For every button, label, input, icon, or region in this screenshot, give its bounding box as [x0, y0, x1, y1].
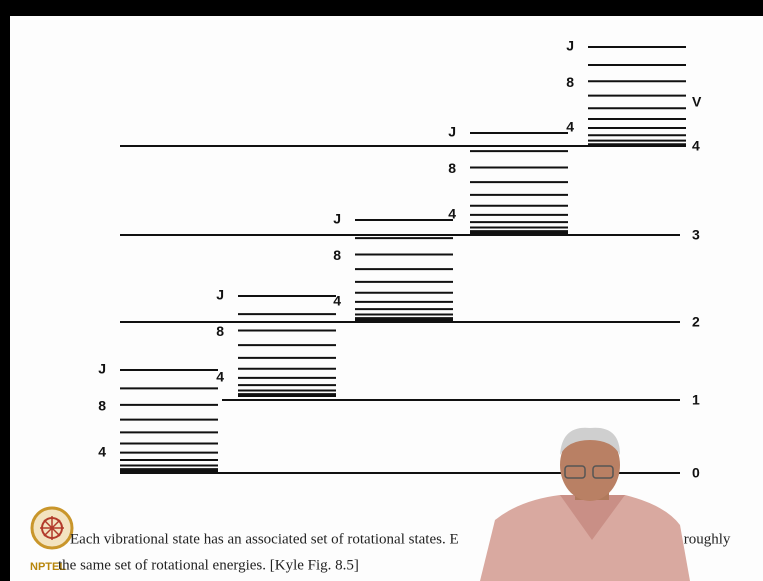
level-label: 4 [692, 138, 700, 154]
ladder-label: 4 [216, 369, 224, 385]
ladder-label: 8 [98, 398, 106, 414]
ladder-label: 8 [566, 74, 574, 90]
slide: 01234VJ84J84J84J84J84 NPTEL Each vibrati… [0, 0, 763, 581]
ladder-label: J [216, 287, 224, 303]
level-label: 3 [692, 227, 700, 243]
ladder-label: 8 [448, 160, 456, 176]
level-label: 0 [692, 465, 700, 481]
ladder-label: 4 [448, 206, 456, 222]
slide-background [10, 16, 763, 581]
caption-line: the same set of rotational energies. [Ky… [58, 557, 359, 573]
level-label: 2 [692, 314, 700, 330]
ladder-label: 4 [333, 293, 341, 309]
ladder-label: 4 [98, 443, 106, 459]
ladder-label: J [98, 361, 106, 377]
ladder-label: 8 [216, 323, 224, 339]
ladder-label: J [333, 211, 341, 227]
ladder-label: 4 [566, 119, 574, 135]
ladder-label: J [448, 124, 456, 140]
ladder-label: J [566, 38, 574, 54]
screen: 01234VJ84J84J84J84J84 NPTEL Each vibrati… [0, 0, 763, 581]
level-axis-label: V [692, 94, 702, 110]
level-label: 1 [692, 392, 700, 408]
caption-line: Each vibrational state has an associated… [70, 531, 459, 547]
ladder-label: 8 [333, 247, 341, 263]
